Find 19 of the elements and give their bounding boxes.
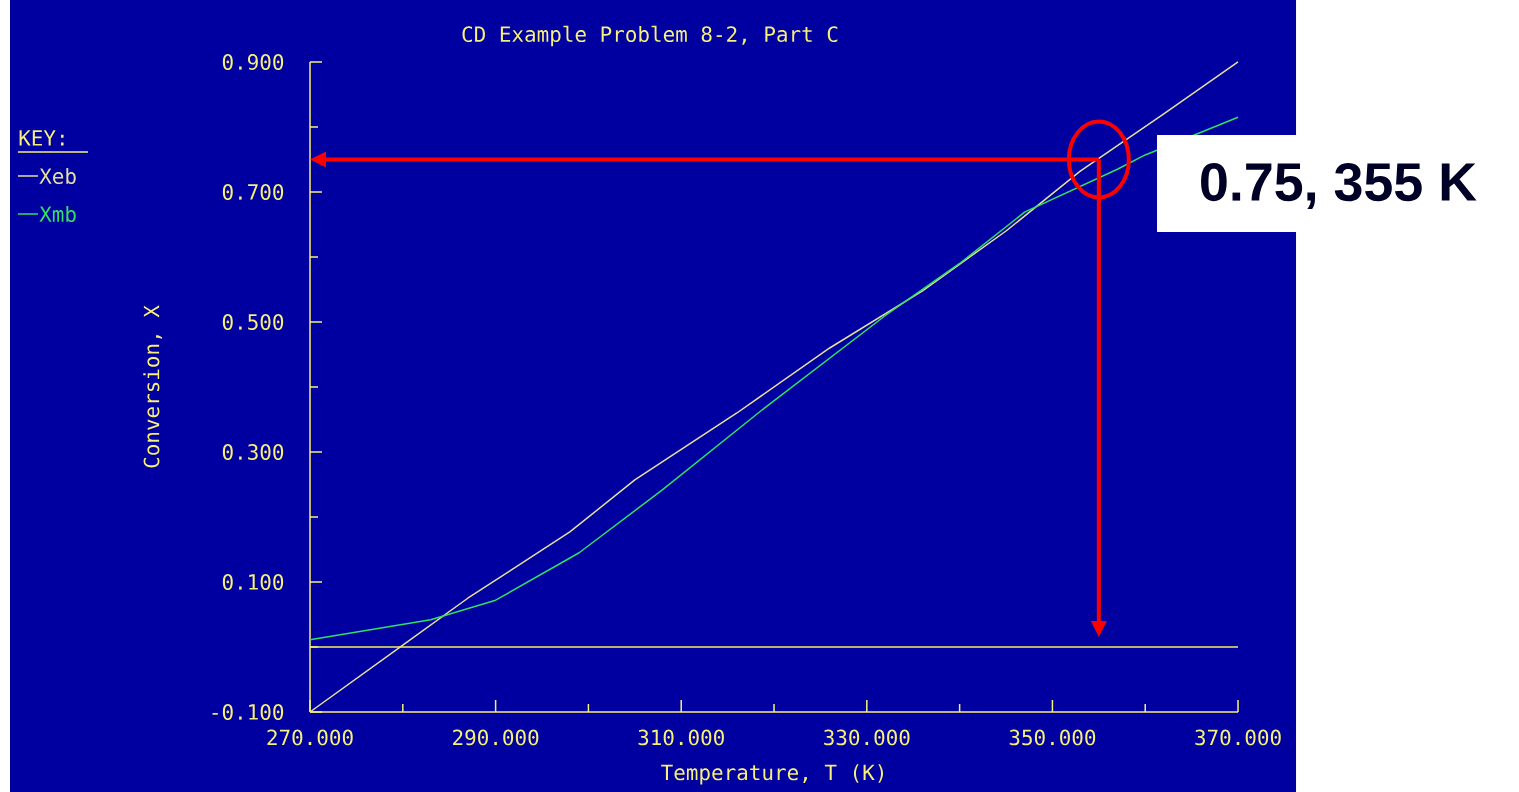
x-tick-label: 310.000: [638, 729, 724, 746]
annotation: 0.75, 355 K: [1201, 163, 1477, 209]
x-tick-label: 290.000: [453, 729, 539, 746]
y-axis-title: Conversion, X: [143, 305, 163, 468]
chart-title: CD Example Problem 8-2, Part C: [462, 25, 838, 47]
y-tick-label: 0.100: [222, 574, 284, 590]
y-tick-label: 0.900: [222, 54, 284, 70]
x-tick-label: 350.000: [1009, 729, 1096, 746]
y-tick-label: -0.100: [212, 704, 284, 720]
x-axis-title: Temperature, T (K): [661, 764, 884, 785]
x-tick-label: 270.000: [267, 729, 353, 746]
y-tick-label: 0.300: [222, 444, 284, 460]
y-tick-label: 0.700: [222, 184, 284, 200]
legend-label: Xmb: [39, 205, 76, 223]
legend-label: Xeb: [39, 167, 76, 185]
x-tick-label: 370.000: [1195, 729, 1281, 746]
legend-title: KEY:: [19, 130, 64, 146]
y-tick-label: 0.500: [222, 314, 284, 330]
x-tick-label: 330.000: [824, 729, 910, 746]
